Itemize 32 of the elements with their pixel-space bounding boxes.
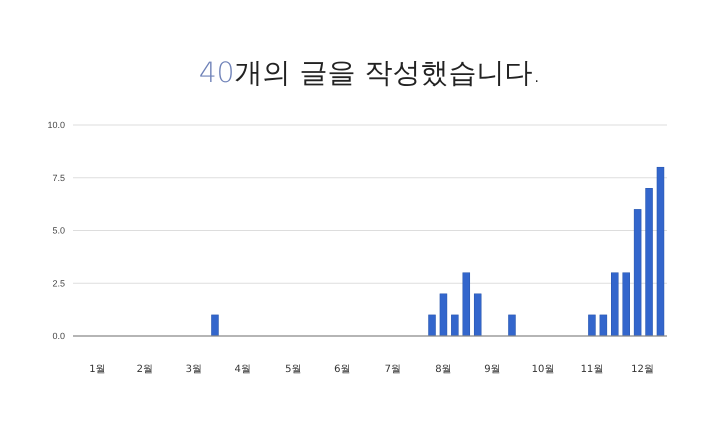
bar <box>600 314 608 336</box>
bar <box>634 209 642 336</box>
bar <box>211 314 219 336</box>
x-tick-label: 12월 <box>631 364 654 375</box>
y-tick-label: 5.0 <box>52 226 65 236</box>
y-tick-label: 7.5 <box>52 172 65 183</box>
bar <box>645 188 653 336</box>
x-tick-label: 3월 <box>186 364 202 375</box>
x-tick-label: 2월 <box>136 364 153 375</box>
y-tick-label: 2.5 <box>52 278 65 288</box>
bar <box>451 314 459 336</box>
bar <box>462 272 470 336</box>
x-tick-label: 11월 <box>580 364 604 375</box>
x-tick-label: 7월 <box>384 364 402 375</box>
bar <box>588 314 596 336</box>
bar <box>474 294 482 336</box>
bar <box>428 314 436 336</box>
chart-title: 40개의 글을 작성했습니다. <box>198 56 542 89</box>
bar <box>508 314 516 336</box>
bar <box>440 294 448 336</box>
x-tick-label: 1월 <box>89 364 106 375</box>
bar <box>611 272 619 336</box>
x-tick-label: 10월 <box>532 364 554 375</box>
x-tick-label: 6월 <box>334 364 350 375</box>
bar <box>656 166 664 336</box>
bar <box>622 272 630 336</box>
y-tick-label: 0.0 <box>52 331 65 342</box>
x-tick-label: 8월 <box>435 364 452 375</box>
x-tick-label: 4월 <box>234 364 251 375</box>
x-tick-label: 5월 <box>285 364 302 375</box>
x-tick-label: 9월 <box>484 364 501 375</box>
y-tick-label: 10.0 <box>47 120 65 130</box>
